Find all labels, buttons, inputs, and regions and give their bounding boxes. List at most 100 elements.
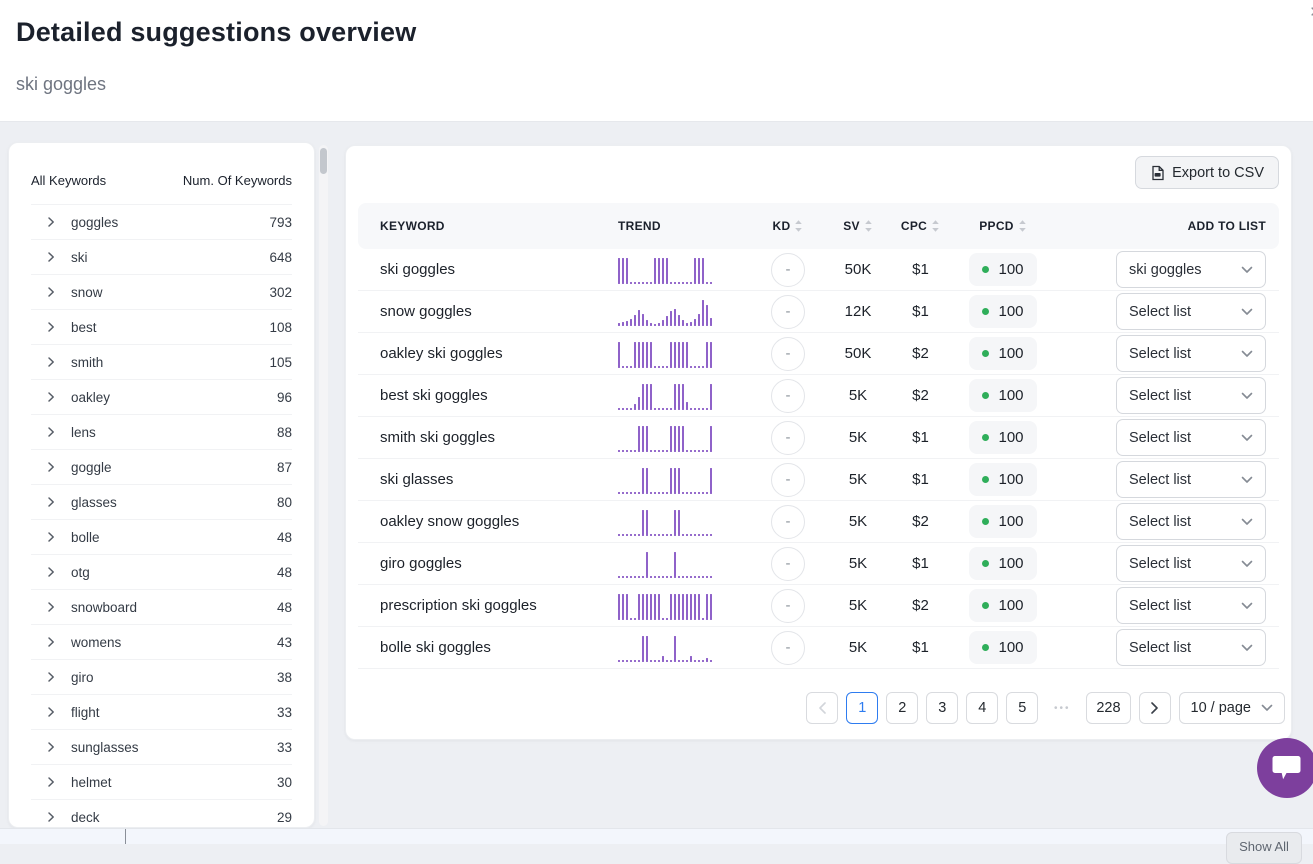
add-to-list-select[interactable]: Select list <box>1116 419 1266 456</box>
add-to-list-select[interactable]: ski goggles <box>1116 251 1266 288</box>
trend-bar <box>693 533 697 536</box>
trend-bar <box>637 576 641 578</box>
ppcd-cell: 100 <box>953 337 1053 370</box>
pagination-page-228[interactable]: 228 <box>1086 692 1131 724</box>
trend-bar <box>669 311 673 326</box>
sidebar-item[interactable]: smith 105 <box>31 345 292 380</box>
export-to-csv-button[interactable]: Export to CSV <box>1135 156 1279 189</box>
sidebar-item[interactable]: helmet 30 <box>31 765 292 800</box>
ppcd-status-dot <box>982 602 990 609</box>
sidebar-item[interactable]: flight 33 <box>31 695 292 730</box>
sidebar-item[interactable]: womens 43 <box>31 625 292 660</box>
trend-bar <box>618 257 621 284</box>
sidebar-item[interactable]: oakley 96 <box>31 380 292 415</box>
trend-bar <box>641 509 645 536</box>
close-icon[interactable]: × <box>1310 3 1313 22</box>
pagination-page-2[interactable]: 2 <box>886 692 919 724</box>
keyword-cell: giro goggles <box>380 555 462 572</box>
sort-icon[interactable] <box>931 219 940 233</box>
add-to-list-select[interactable]: Select list <box>1116 629 1266 666</box>
sidebar-item[interactable]: sunglasses 33 <box>31 730 292 765</box>
sidebar-item[interactable]: otg 48 <box>31 555 292 590</box>
add-to-list-select[interactable]: Select list <box>1116 377 1266 414</box>
column-header-label: KEYWORD <box>380 219 445 233</box>
trend-bar <box>705 449 709 452</box>
pagination-next-button[interactable] <box>1138 692 1171 724</box>
trend-bar <box>657 533 661 536</box>
trend-bar <box>665 575 669 578</box>
sidebar-item[interactable]: deck 29 <box>31 800 292 827</box>
sidebar-scrollbar[interactable] <box>319 145 328 826</box>
column-header-kd[interactable]: KD <box>748 219 828 233</box>
sort-icon[interactable] <box>1018 219 1027 233</box>
column-header-ppcd[interactable]: PPCD <box>953 219 1053 233</box>
add-to-list-select[interactable]: Select list <box>1116 545 1266 582</box>
add-to-list-select[interactable]: Select list <box>1116 293 1266 330</box>
trend-bar <box>661 257 665 284</box>
pagination-prev-button[interactable] <box>806 692 839 724</box>
trend-bar <box>669 425 673 452</box>
trend-bar <box>701 407 705 410</box>
ppcd-status-dot <box>982 266 990 273</box>
sidebar-item[interactable]: goggles 793 <box>31 205 292 240</box>
keyword-cell: oakley snow goggles <box>380 513 520 530</box>
trend-sparkline <box>618 340 713 368</box>
table-row: smith ski goggles - 5K $1 100 Select list <box>358 417 1279 459</box>
column-header-add-to-list: ADD TO LIST <box>1116 219 1279 233</box>
sidebar-item[interactable]: bolle 48 <box>31 520 292 555</box>
kd-cell: - <box>748 462 828 497</box>
column-header-sv[interactable]: SV <box>828 219 888 233</box>
trend-bar <box>697 593 701 620</box>
add-to-list-select[interactable]: Select list <box>1116 335 1266 372</box>
trend-sparkline <box>618 508 713 536</box>
kd-badge: - <box>771 462 805 497</box>
kd-cell: - <box>748 504 828 539</box>
table-row: snow goggles - 12K $1 100 Select list <box>358 291 1279 333</box>
trend-bar <box>653 593 657 620</box>
list-cell: Select list <box>1116 461 1279 498</box>
trend-bar <box>649 659 653 662</box>
chevron-right-icon <box>45 776 57 788</box>
add-to-list-select[interactable]: Select list <box>1116 587 1266 624</box>
pagination-page-1[interactable]: 1 <box>846 692 879 724</box>
sort-icon[interactable] <box>864 219 873 233</box>
pagination-page-5[interactable]: 5 <box>1006 692 1039 724</box>
trend-bar <box>689 533 693 536</box>
ppcd-cell: 100 <box>953 505 1053 538</box>
chevron-right-icon <box>45 741 57 753</box>
chat-widget-button[interactable] <box>1257 738 1313 798</box>
kd-badge: - <box>771 546 805 581</box>
trend-bar <box>681 533 685 536</box>
sidebar-item[interactable]: glasses 80 <box>31 485 292 520</box>
show-all-button[interactable]: Show All <box>1226 832 1302 864</box>
table-row: giro goggles - 5K $1 100 Select list <box>358 543 1279 585</box>
sort-icon[interactable] <box>794 219 803 233</box>
sidebar-item[interactable]: goggle 87 <box>31 450 292 485</box>
sidebar-item[interactable]: lens 88 <box>31 415 292 450</box>
add-to-list-select[interactable]: Select list <box>1116 461 1266 498</box>
trend-bar <box>653 576 657 578</box>
sidebar-item[interactable]: ski 648 <box>31 240 292 275</box>
chevron-down-icon <box>1241 476 1253 484</box>
pagination-page-4[interactable]: 4 <box>966 692 999 724</box>
add-to-list-value: Select list <box>1129 387 1192 404</box>
column-header-cpc[interactable]: CPC <box>888 219 953 233</box>
sidebar-item[interactable]: snowboard 48 <box>31 590 292 625</box>
trend-bar <box>705 576 709 578</box>
sidebar-item[interactable]: giro 38 <box>31 660 292 695</box>
sv-value: 5K <box>848 387 868 404</box>
page-size-select[interactable]: 10 / page <box>1178 692 1285 724</box>
trend-bar <box>653 365 657 368</box>
page-size-label: 10 / page <box>1190 700 1251 716</box>
trend-bar <box>661 407 665 410</box>
sidebar-item[interactable]: snow 302 <box>31 275 292 310</box>
trend-bar <box>657 257 661 284</box>
ppcd-value: 100 <box>998 345 1024 362</box>
add-to-list-value: ski goggles <box>1129 261 1202 278</box>
pagination-page-3[interactable]: 3 <box>926 692 959 724</box>
add-to-list-value: Select list <box>1129 597 1192 614</box>
sidebar-item[interactable]: best 108 <box>31 310 292 345</box>
sidebar-scrollbar-thumb[interactable] <box>320 148 327 174</box>
trend-bar <box>693 319 697 326</box>
add-to-list-select[interactable]: Select list <box>1116 503 1266 540</box>
